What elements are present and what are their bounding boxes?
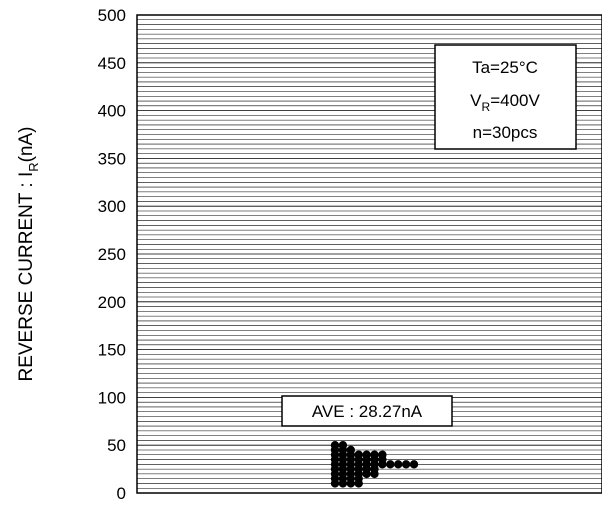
condition-vr-prefix: V [470, 91, 482, 110]
data-point [409, 460, 419, 469]
data-point [386, 460, 395, 469]
average-box: AVE : 28.27nA [281, 395, 453, 427]
y-tick-label: 50 [107, 436, 126, 455]
condition-vr-subscript: R [482, 100, 491, 114]
data-point [370, 450, 379, 459]
y-axis-label-main: REVERSE CURRENT : I [16, 172, 37, 382]
data-point [378, 450, 387, 459]
y-tick-label: 150 [98, 341, 126, 360]
data-point [401, 460, 411, 469]
y-tick-label: 100 [98, 388, 126, 407]
y-tick-label: 0 [117, 484, 126, 503]
grid-lines [137, 19, 602, 489]
condition-ta: Ta=25°C [472, 58, 538, 77]
conditions-box-frame [434, 44, 577, 150]
y-tick-label: 300 [98, 197, 126, 216]
condition-n: n=30pcs [473, 123, 538, 142]
y-axis-label: REVERSE CURRENT : IR(nA) [16, 126, 41, 381]
data-point [330, 441, 340, 450]
y-axis-label-unit: (nA) [16, 126, 37, 162]
y-tick-label: 250 [98, 245, 126, 264]
data-point [394, 460, 403, 469]
condition-vr: VR=400V [470, 91, 540, 114]
y-tick-label: 350 [98, 149, 126, 168]
y-axis-label-subscript: R [26, 162, 41, 171]
conditions-box: Ta=25°C VR=400V n=30pcs [434, 44, 577, 150]
y-tick-label: 200 [98, 293, 126, 312]
average-box-frame [281, 395, 453, 427]
y-tick-label: 450 [98, 54, 126, 73]
data-point [362, 450, 371, 459]
data-point [338, 441, 348, 450]
y-axis-ticks: 0 50 100 150 200 250 300 350 400 450 500 [98, 6, 126, 503]
data-point [354, 450, 363, 459]
y-tick-label: 500 [98, 6, 126, 25]
y-tick-label: 400 [98, 102, 126, 121]
condition-vr-suffix: =400V [490, 91, 540, 110]
data-points [330, 441, 419, 488]
average-label: AVE : 28.27nA [312, 402, 423, 421]
data-point [346, 445, 355, 455]
plot-frame [136, 14, 602, 494]
